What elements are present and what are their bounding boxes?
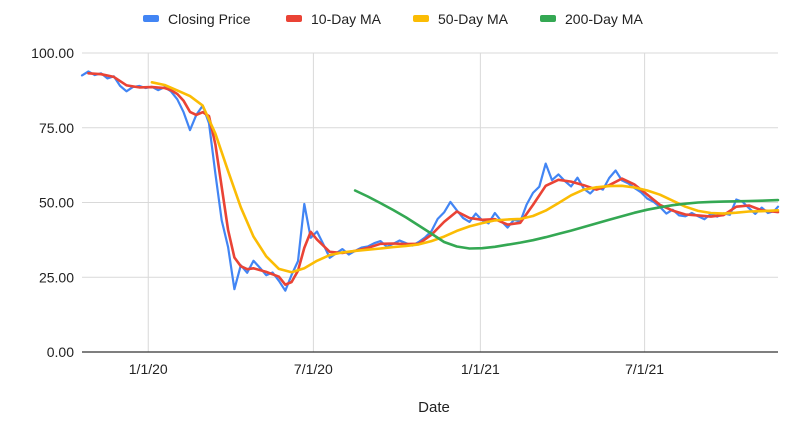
gridlines [82, 52, 778, 352]
series-line-200-day-ma [353, 189, 780, 250]
legend-label-10-day-ma: 10-Day MA [311, 11, 382, 27]
series-lines [80, 70, 780, 292]
y-tick-label: 100.00 [31, 45, 74, 61]
legend-swatch-200-day-ma [540, 15, 556, 22]
legend-swatch-10-day-ma [286, 15, 302, 22]
x-tick-label: 7/1/20 [294, 361, 333, 377]
x-tick-label: 1/1/20 [129, 361, 168, 377]
legend-label-200-day-ma: 200-Day MA [565, 11, 643, 27]
y-tick-label: 0.00 [47, 344, 74, 360]
legend-swatch-closing-price [143, 15, 159, 22]
legend-label-50-day-ma: 50-Day MA [438, 11, 509, 27]
x-tick-label: 1/1/21 [461, 361, 500, 377]
y-tick-label: 75.00 [39, 120, 74, 136]
legend-swatch-50-day-ma [413, 15, 429, 22]
legend: Closing Price 10-Day MA 50-Day MA 200-Day M… [143, 11, 643, 27]
y-tick-label: 50.00 [39, 195, 74, 211]
legend-label-closing-price: Closing Price [168, 11, 251, 27]
axes: 0.00 25.00 50.00 75.00 100.00 1/1/20 7/1/20 1/1… [31, 45, 778, 377]
series-line-50-day-ma [150, 81, 780, 274]
x-axis-title: Date [418, 399, 450, 416]
x-tick-label: 7/1/21 [625, 361, 664, 377]
series-line-closing-price [80, 70, 780, 292]
y-tick-label: 25.00 [39, 269, 74, 285]
series-line-10-day-ma [87, 72, 780, 287]
